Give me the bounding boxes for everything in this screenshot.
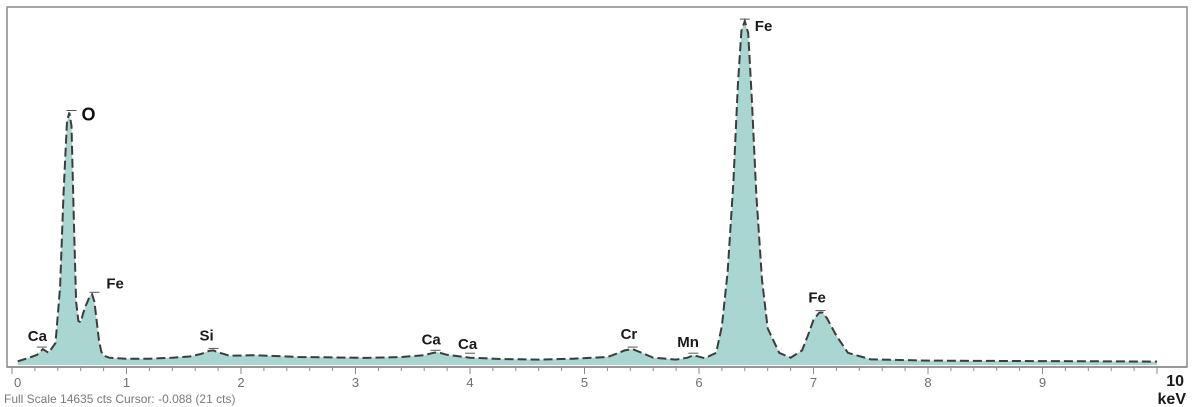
spectrum-fill-0 (17, 21, 1158, 365)
x-tick-label: 7 (810, 375, 817, 390)
peak-label-ca: Ca (458, 336, 478, 353)
peak-label-mn: Mn (677, 334, 699, 351)
plot-frame-border (6, 6, 1188, 368)
x-tick-label: 6 (695, 375, 702, 390)
peak-label-fe: Fe (808, 290, 826, 307)
x-axis-unit-label: keV (1158, 391, 1187, 407)
peak-label-o: O (82, 105, 96, 125)
spectrum-line-0 (17, 17, 1158, 363)
x-tick-label: 3 (352, 375, 359, 390)
peak-label-ca: Ca (28, 328, 48, 345)
x-tick-label: 0 (14, 375, 21, 390)
x-tick-label: 8 (924, 375, 931, 390)
x-axis-end-label: 10 (1166, 373, 1184, 390)
peak-label-layer: Ca O Fe Si Ca Ca Cr Mn Fe Fe (28, 18, 826, 354)
x-tick-label: 2 (237, 375, 244, 390)
peak-label-fe: Fe (755, 18, 773, 35)
x-tick-label: 9 (1039, 375, 1046, 390)
peak-label-cr: Cr (621, 326, 638, 343)
x-axis: 0 1 2 3 4 5 6 7 8 9 (7, 366, 1187, 390)
peak-label-fe: Fe (106, 275, 124, 292)
peak-label-si: Si (200, 327, 214, 344)
full-scale-status: Full Scale 14635 cts Cursor: -0.088 (21 … (4, 392, 235, 406)
x-tick-label: 1 (123, 375, 130, 390)
x-tick-label: 5 (581, 375, 588, 390)
spectrum-layer (17, 17, 1158, 365)
x-tick-label: 4 (466, 375, 473, 390)
peak-label-ca: Ca (422, 331, 442, 348)
